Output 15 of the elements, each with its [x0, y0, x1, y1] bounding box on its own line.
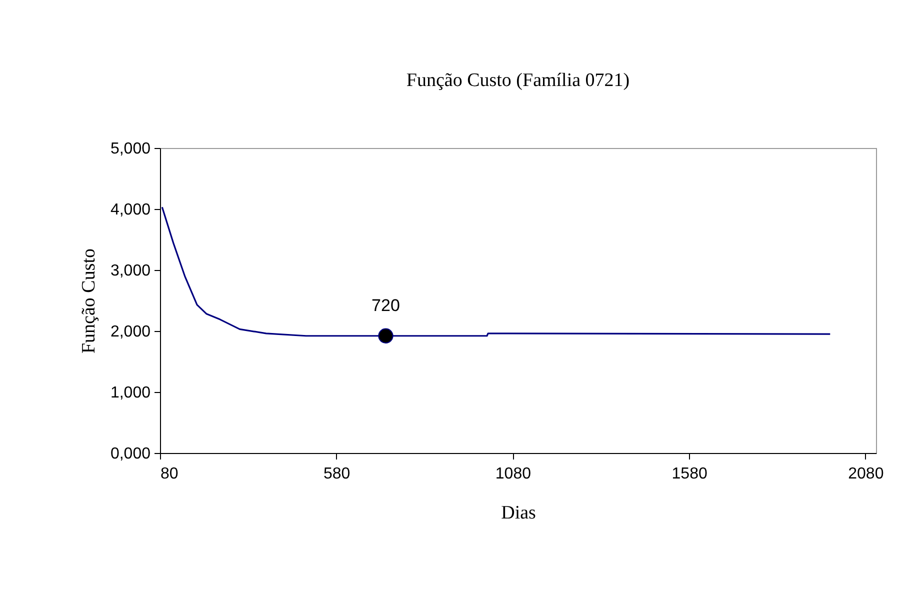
x-tick-label: 1580: [672, 466, 708, 482]
y-axis-title: Função Custo: [78, 248, 100, 354]
y-tick-label: 1,000: [110, 384, 151, 402]
x-tick-label: 80: [160, 466, 178, 482]
x-tick-label: 1080: [495, 466, 532, 482]
y-tick-label: 2,000: [110, 324, 151, 340]
x-tick-label: 580: [324, 466, 350, 482]
y-tick-label: 5,000: [110, 140, 151, 158]
y-tick-label: 3,000: [110, 262, 151, 280]
y-tick-label: 4,000: [110, 202, 151, 218]
y-tick-label: 0,000: [110, 446, 151, 462]
annotation: 720: [372, 296, 400, 315]
x-axis-title: Dias: [501, 502, 536, 524]
x-tick-label: 2080: [848, 466, 884, 482]
chart-title: Função Custo (Família 0721): [406, 70, 630, 91]
